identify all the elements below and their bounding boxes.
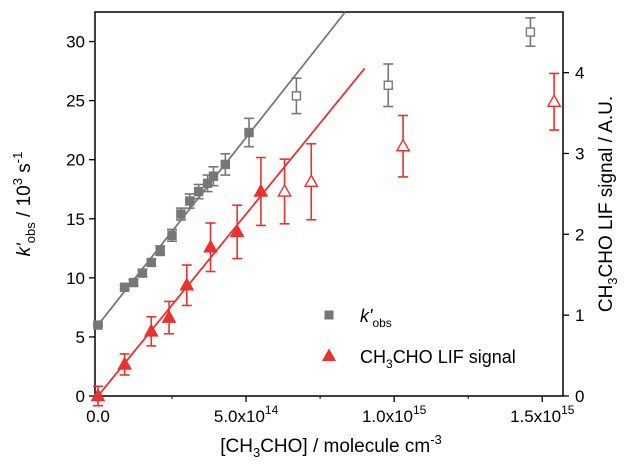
data-point-lif bbox=[117, 356, 132, 370]
data-point-kobs bbox=[119, 282, 130, 292]
data-point-kobs bbox=[167, 230, 177, 241]
data-point-kobs bbox=[176, 209, 186, 219]
legend-symbol-lif bbox=[321, 348, 337, 362]
x-tick-label: 0.0 bbox=[86, 407, 110, 426]
data-point-lif bbox=[229, 223, 245, 238]
data-point-lif bbox=[90, 388, 106, 402]
data-point-lif bbox=[143, 323, 159, 337]
y-left-tick-label: 20 bbox=[66, 151, 85, 170]
data-point-lif bbox=[277, 183, 292, 197]
data-point-kobs bbox=[193, 186, 204, 197]
data-markers bbox=[90, 27, 562, 402]
plot-frame bbox=[94, 11, 564, 397]
data-point-kobs bbox=[291, 91, 302, 101]
y-left-tick-label: 10 bbox=[66, 269, 85, 288]
y-right-tick-label: 3 bbox=[575, 144, 584, 163]
y-axis-label-right: CH3CHO LIF signal / A.U. bbox=[596, 96, 620, 312]
data-point-lif bbox=[179, 277, 195, 291]
data-point-kobs bbox=[93, 320, 103, 330]
y-right-tick-label: 2 bbox=[575, 225, 584, 244]
data-point-kobs bbox=[208, 171, 219, 181]
y-right-tick-label: 1 bbox=[575, 306, 584, 325]
y-left-tick-label: 30 bbox=[66, 33, 85, 52]
data-point-kobs bbox=[383, 80, 393, 90]
data-point-lif bbox=[395, 138, 411, 152]
y-left-tick-label: 25 bbox=[66, 92, 85, 111]
data-point-kobs bbox=[185, 196, 195, 206]
y-left-tick-label: 0 bbox=[76, 387, 85, 406]
y-right-tick-label: 4 bbox=[575, 64, 584, 83]
axis-ticks: 0.0 5.0x1014 1.0x1015 1.5x10150510152025300… bbox=[66, 33, 584, 426]
error-bars bbox=[92, 17, 560, 407]
data-point-kobs bbox=[202, 178, 213, 189]
data-point-kobs bbox=[220, 159, 231, 170]
data-point-kobs bbox=[525, 27, 536, 37]
data-point-lif bbox=[546, 93, 562, 107]
legend-label-kobs: k'obs bbox=[360, 306, 392, 330]
x-axis-label: [CH3CHO] / molecule cm-3 bbox=[220, 432, 442, 460]
data-point-kobs bbox=[146, 257, 156, 268]
legend-symbol-kobs bbox=[324, 310, 334, 320]
fit-line-lif bbox=[97, 68, 366, 397]
y-left-tick-label: 5 bbox=[76, 328, 85, 347]
y-axis-label-left: k'obs / 103 s-1 bbox=[10, 152, 38, 257]
data-point-kobs bbox=[137, 268, 148, 278]
data-point-kobs bbox=[128, 277, 139, 288]
data-point-lif bbox=[303, 173, 319, 188]
data-point-kobs bbox=[244, 127, 254, 138]
x-tick-label: 1.0x1015 bbox=[362, 403, 427, 426]
x-tick-label: 5.0x1014 bbox=[214, 403, 279, 426]
data-point-lif bbox=[253, 183, 269, 197]
y-left-tick-label: 15 bbox=[66, 210, 85, 229]
data-point-lif bbox=[161, 309, 177, 323]
legend: k'obs CH3CHO LIF signal bbox=[321, 306, 516, 371]
data-point-lif bbox=[203, 239, 218, 253]
data-point-kobs bbox=[155, 245, 165, 256]
y-right-tick-label: 0 bbox=[575, 387, 584, 406]
legend-label-lif: CH3CHO LIF signal bbox=[360, 347, 516, 371]
fit-lines bbox=[97, 11, 366, 397]
x-tick-label: 1.5x1015 bbox=[510, 403, 575, 426]
